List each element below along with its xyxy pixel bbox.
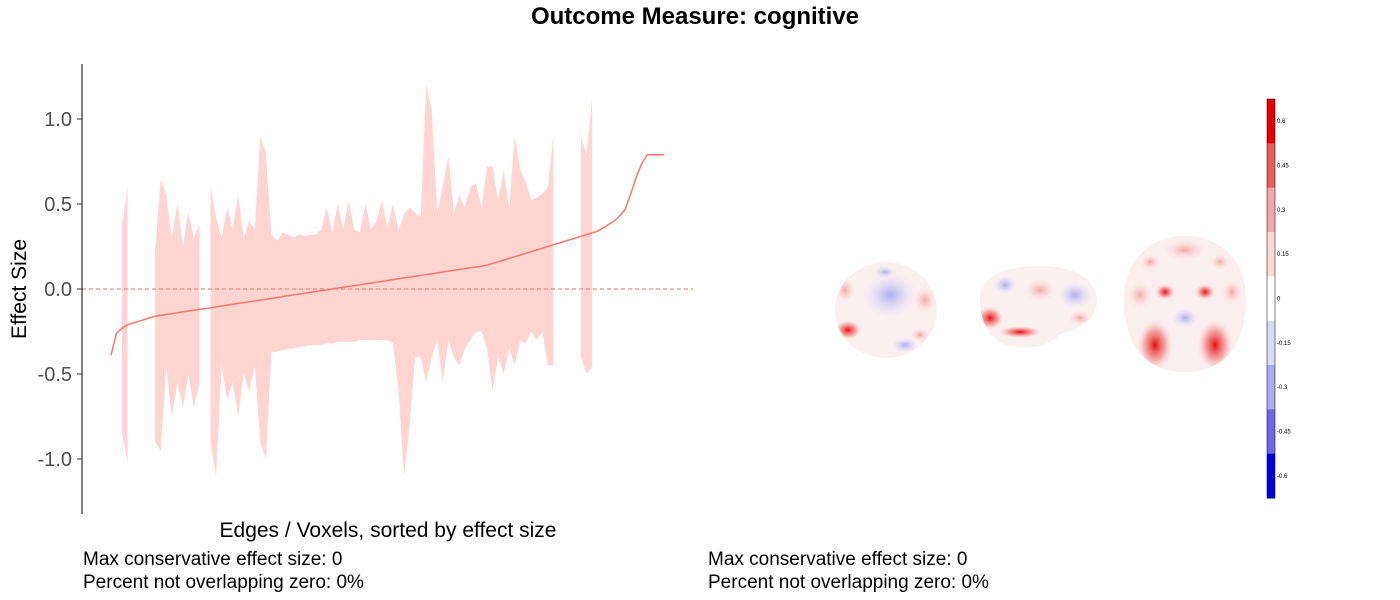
y-axis-ticks: 1.0 0.5 0.0 -0.5 -1.0	[38, 109, 82, 471]
colorbar-label: -0.3	[1277, 385, 1288, 391]
ci-ribbon-layer	[122, 85, 593, 476]
ci-ribbon-segment	[155, 178, 200, 451]
chart-title: Outcome Measure: cognitive	[531, 3, 859, 30]
coronal-slice	[835, 262, 937, 358]
colorbar: 0.6 0.45 0.3 0.15 0 -0.15 -0.3 -0.45 -0.6	[1266, 98, 1291, 499]
colorbar-swatch	[1267, 99, 1275, 144]
y-tick-label: 1.0	[44, 109, 72, 131]
plot-panel: 1.0 0.5 0.0 -0.5 -1.0 Effect Size Edges / Vo…	[8, 64, 693, 542]
brain-map-panel: 0.6 0.45 0.3 0.15 0 -0.15 -0.3 -0.45 -0.6	[835, 98, 1291, 499]
colorbar-swatch	[1267, 365, 1275, 410]
ci-ribbon-segment	[210, 85, 554, 476]
ci-ribbon-segment	[122, 187, 128, 463]
colorbar-label: 0.15	[1277, 252, 1289, 258]
y-tick-label: -0.5	[38, 364, 72, 386]
effect-size-line	[110, 153, 664, 356]
colorbar-swatch	[1267, 409, 1275, 455]
ci-ribbon-segment	[581, 98, 593, 374]
colorbar-swatch	[1267, 453, 1275, 499]
captions: Max conservative effect size: 0 Percent …	[83, 549, 989, 593]
colorbar-label: 0	[1277, 297, 1281, 303]
colorbar-label: 0.3	[1277, 208, 1286, 214]
right-caption-max-effect: Max conservative effect size: 0	[708, 549, 967, 570]
y-tick-label: -1.0	[38, 449, 72, 471]
colorbar-swatch	[1267, 187, 1275, 233]
colorbar-label: -0.15	[1277, 341, 1291, 347]
colorbar-label: -0.45	[1277, 430, 1291, 436]
colorbar-border	[1266, 98, 1276, 499]
x-axis-label: Edges / Voxels, sorted by effect size	[220, 519, 557, 542]
y-tick-label: 0.0	[44, 279, 72, 301]
colorbar-label: 0.45	[1277, 164, 1289, 170]
colorbar-swatch	[1267, 232, 1275, 277]
sagittal-slice	[980, 266, 1097, 348]
left-caption-max-effect: Max conservative effect size: 0	[83, 549, 342, 570]
y-tick-label: 0.5	[44, 194, 72, 216]
left-caption-percent-nonzero: Percent not overlapping zero: 0%	[83, 572, 364, 593]
y-axis-label: Effect Size	[8, 239, 31, 339]
colorbar-swatch	[1267, 143, 1275, 189]
colorbar-label: 0.6	[1277, 119, 1286, 125]
axial-slice	[1124, 236, 1246, 372]
right-caption-percent-nonzero: Percent not overlapping zero: 0%	[708, 572, 989, 593]
colorbar-swatch	[1267, 276, 1275, 322]
colorbar-swatch	[1267, 320, 1275, 366]
colorbar-label: -0.6	[1277, 474, 1288, 480]
